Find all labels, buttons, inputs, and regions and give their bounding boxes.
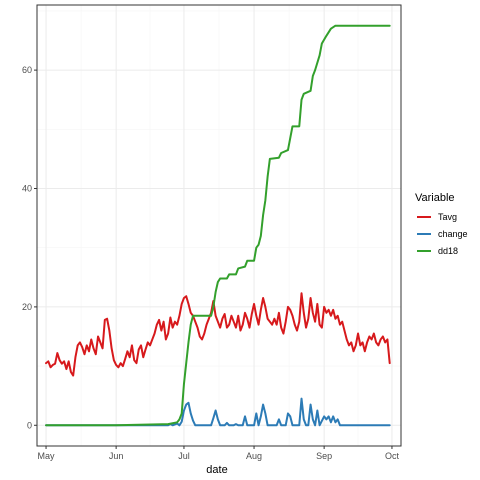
legend-label-tavg: Tavg [438, 212, 457, 222]
legend-label-change: change [438, 229, 468, 239]
legend: Variable Tavg change dd18 [415, 192, 468, 256]
y-tick-label: 60 [22, 65, 32, 75]
x-tick-label: Jul [178, 451, 190, 461]
x-tick-label: May [38, 451, 56, 461]
legend-items: Tavg change dd18 [417, 212, 468, 256]
y-tick-label: 20 [22, 302, 32, 312]
series-line-tavg [45, 292, 391, 377]
x-tick-label: Jun [109, 451, 124, 461]
series-line-change [45, 397, 391, 427]
legend-title: Variable [415, 192, 455, 204]
x-tick-label: Oct [385, 451, 400, 461]
panel-border [36, 4, 402, 447]
y-tick-labels: 0 20 40 60 [22, 65, 32, 430]
y-tick-label: 0 [27, 420, 32, 430]
minor-grid [37, 5, 401, 446]
series-line-dd18 [45, 24, 391, 427]
y-tick-label: 40 [22, 184, 32, 194]
x-tick-label: Sep [316, 451, 332, 461]
x-tick-label: Aug [246, 451, 262, 461]
series-layer [45, 24, 391, 427]
legend-label-dd18: dd18 [438, 246, 458, 256]
x-tick-labels: May Jun Jul Aug Sep Oct [38, 451, 400, 461]
major-grid [37, 5, 401, 446]
axis-ticks [34, 69, 393, 449]
x-axis-title: date [206, 464, 227, 476]
